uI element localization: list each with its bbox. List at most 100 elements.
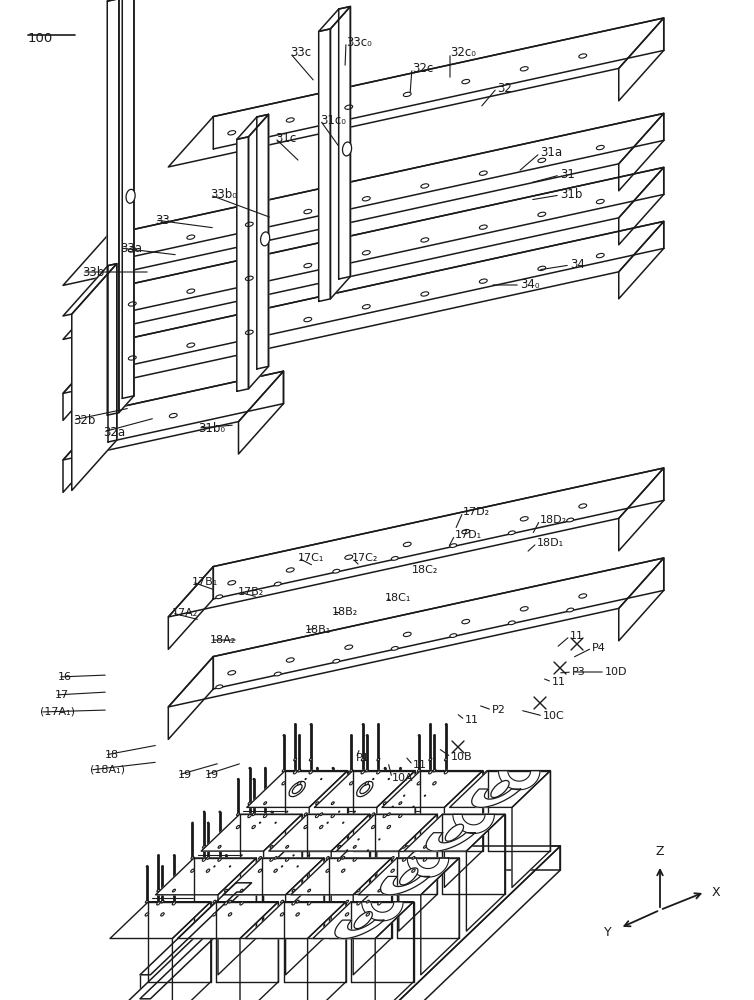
Ellipse shape <box>418 735 419 736</box>
Text: 18D₂: 18D₂ <box>540 515 567 525</box>
Polygon shape <box>223 858 324 895</box>
Ellipse shape <box>412 857 415 859</box>
Polygon shape <box>218 858 256 975</box>
Ellipse shape <box>429 758 432 761</box>
Ellipse shape <box>162 866 163 867</box>
Ellipse shape <box>286 858 289 861</box>
Ellipse shape <box>299 735 300 736</box>
Ellipse shape <box>274 857 277 859</box>
Polygon shape <box>329 858 391 938</box>
Polygon shape <box>63 113 664 285</box>
Ellipse shape <box>237 813 240 816</box>
Polygon shape <box>331 814 369 931</box>
Ellipse shape <box>249 767 250 769</box>
Ellipse shape <box>252 825 256 829</box>
Ellipse shape <box>320 778 322 780</box>
Ellipse shape <box>326 857 329 859</box>
Polygon shape <box>335 920 384 938</box>
Polygon shape <box>168 567 213 649</box>
Ellipse shape <box>297 866 299 867</box>
Ellipse shape <box>173 889 176 892</box>
Ellipse shape <box>450 544 457 547</box>
Polygon shape <box>619 558 664 641</box>
Text: 31: 31 <box>560 168 575 182</box>
Ellipse shape <box>508 621 515 625</box>
Ellipse shape <box>363 305 370 309</box>
Ellipse shape <box>282 782 285 785</box>
Polygon shape <box>453 814 495 833</box>
Polygon shape <box>108 264 117 442</box>
Ellipse shape <box>281 866 283 867</box>
Polygon shape <box>404 814 504 851</box>
Polygon shape <box>488 771 550 851</box>
Text: 10C: 10C <box>543 711 565 721</box>
Text: 33c: 33c <box>290 46 311 60</box>
Ellipse shape <box>403 795 405 796</box>
Ellipse shape <box>354 811 355 812</box>
Ellipse shape <box>238 778 239 780</box>
Ellipse shape <box>378 902 381 905</box>
Ellipse shape <box>338 846 341 848</box>
Polygon shape <box>268 814 369 851</box>
Ellipse shape <box>274 582 281 586</box>
Text: X: X <box>712 886 721 898</box>
Text: Y: Y <box>605 926 612 938</box>
Text: 18D₁: 18D₁ <box>537 538 564 548</box>
Ellipse shape <box>387 825 391 829</box>
Ellipse shape <box>480 171 487 175</box>
Ellipse shape <box>253 778 254 780</box>
Ellipse shape <box>366 769 368 772</box>
Ellipse shape <box>363 197 370 201</box>
Ellipse shape <box>361 771 364 774</box>
Polygon shape <box>336 814 437 851</box>
Polygon shape <box>285 771 348 851</box>
Ellipse shape <box>491 780 509 798</box>
Ellipse shape <box>236 825 240 829</box>
Ellipse shape <box>283 735 284 736</box>
Ellipse shape <box>538 212 546 217</box>
Text: P1: P1 <box>356 753 369 763</box>
Ellipse shape <box>362 724 363 725</box>
Text: 31b₀: 31b₀ <box>198 422 225 434</box>
Ellipse shape <box>304 813 307 816</box>
Ellipse shape <box>361 758 364 761</box>
Ellipse shape <box>228 671 236 675</box>
Ellipse shape <box>421 184 429 188</box>
Ellipse shape <box>399 814 402 818</box>
Text: 32c₀: 32c₀ <box>450 46 476 60</box>
Polygon shape <box>472 789 521 807</box>
Text: 31c₀: 31c₀ <box>320 113 346 126</box>
Ellipse shape <box>157 889 160 892</box>
Ellipse shape <box>400 868 418 885</box>
Ellipse shape <box>339 811 340 812</box>
Polygon shape <box>375 902 414 1000</box>
Ellipse shape <box>263 814 267 818</box>
Ellipse shape <box>338 858 341 861</box>
Ellipse shape <box>480 279 487 283</box>
Ellipse shape <box>345 645 353 649</box>
Text: 16: 16 <box>58 672 72 682</box>
Text: Z: Z <box>656 845 664 858</box>
Ellipse shape <box>480 225 487 229</box>
Text: 17B₂: 17B₂ <box>238 587 264 597</box>
Ellipse shape <box>400 767 401 769</box>
Ellipse shape <box>331 814 335 818</box>
Polygon shape <box>213 18 664 149</box>
Polygon shape <box>257 114 268 369</box>
Ellipse shape <box>421 238 429 242</box>
Ellipse shape <box>538 266 546 271</box>
Ellipse shape <box>391 869 394 872</box>
Ellipse shape <box>413 806 414 807</box>
Polygon shape <box>238 371 284 454</box>
Polygon shape <box>309 771 348 887</box>
Text: 18C₁: 18C₁ <box>385 593 412 603</box>
Text: 18A₂: 18A₂ <box>210 635 236 645</box>
Ellipse shape <box>428 771 432 774</box>
Polygon shape <box>339 6 351 279</box>
Text: 31a: 31a <box>540 146 562 159</box>
Ellipse shape <box>403 542 411 547</box>
Polygon shape <box>213 468 664 599</box>
Ellipse shape <box>462 529 470 534</box>
Ellipse shape <box>248 802 251 805</box>
Ellipse shape <box>444 771 448 774</box>
